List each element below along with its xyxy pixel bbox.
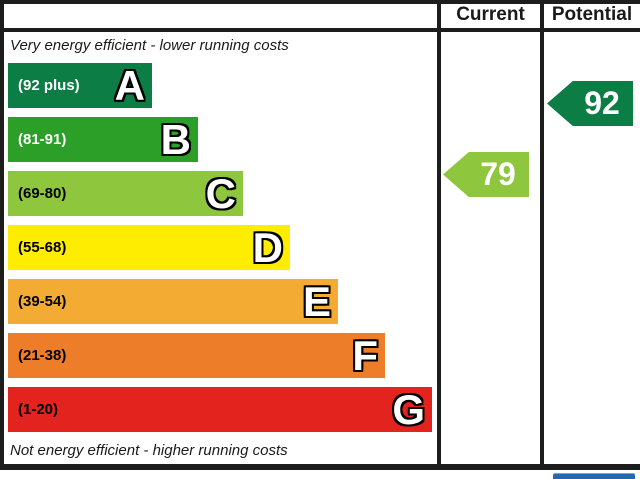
band-letter: E: [302, 278, 331, 325]
potential-column-header: Potential: [551, 4, 633, 25]
band-range: (55-68): [18, 239, 67, 256]
band-range: (21-38): [18, 347, 67, 364]
outer-left-border: [0, 0, 4, 470]
band-letter: D: [252, 224, 283, 271]
band-row: (92 plus) A: [8, 63, 152, 108]
band-range: (69-80): [18, 185, 67, 202]
band-row: (1-20) G: [8, 387, 432, 432]
band-row: (81-91) B: [8, 117, 198, 162]
band-range: (81-91): [18, 131, 67, 148]
band-range: (92 plus): [18, 77, 80, 94]
current-rating-value: 79: [480, 156, 516, 192]
band-row: (69-80) C: [8, 171, 243, 216]
caption-very-efficient: Very energy efficient - lower running co…: [10, 37, 289, 54]
band-row: (39-54) E: [8, 279, 338, 324]
band-range: (1-20): [18, 401, 59, 418]
eu-logo-top-sliver: [553, 474, 635, 479]
header-underline: [0, 28, 640, 32]
band-letter: A: [114, 62, 145, 109]
potential-column-divider: [540, 0, 544, 470]
band-letter: F: [352, 332, 378, 379]
current-column-header: Current: [456, 4, 525, 25]
current-column-divider: [437, 0, 441, 470]
band-row: (21-38) F: [8, 333, 385, 378]
potential-rating-value: 92: [584, 85, 620, 121]
band-range: (39-54): [18, 293, 67, 310]
band-letter: C: [205, 170, 236, 217]
current-rating-arrow: 79: [443, 152, 529, 197]
band-letter: G: [392, 386, 425, 433]
outer-bottom-border: [0, 464, 640, 470]
potential-rating-arrow: 92: [547, 81, 633, 126]
band-row: (55-68) D: [8, 225, 290, 270]
band-letter: B: [160, 116, 191, 163]
outer-top-border: [0, 0, 640, 4]
caption-not-efficient: Not energy efficient - higher running co…: [10, 442, 288, 459]
